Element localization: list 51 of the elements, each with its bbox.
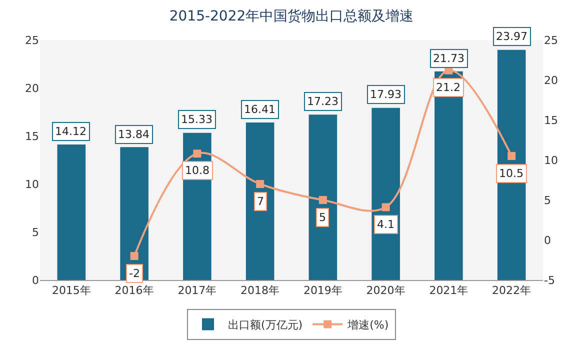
point: [256, 180, 264, 188]
y-tick-label: 5: [32, 226, 39, 239]
data-label: 17.93: [370, 88, 402, 101]
x-tick-label: 2022年: [492, 284, 532, 298]
x-tick-label: 2019年: [303, 284, 342, 298]
x-tick-label: 2017年: [178, 284, 217, 298]
bar: [246, 122, 274, 280]
data-label: 13.84: [118, 128, 150, 141]
bar: [434, 71, 463, 280]
point: [508, 152, 516, 160]
x-tick-label: 2015年: [52, 284, 91, 298]
y2-tick-label: 20: [544, 74, 558, 87]
x-tick-label: 2020年: [366, 284, 406, 298]
y2-tick-label: 25: [544, 34, 558, 47]
chart-title: 2015-2022年中国货物出口总额及增速: [169, 8, 414, 24]
y-tick-label: 15: [25, 130, 39, 143]
data-label: 21.2: [436, 81, 460, 94]
x-tick-label: 2018年: [240, 284, 280, 298]
data-label: 17.23: [307, 95, 338, 108]
y-tick-label: 25: [25, 34, 39, 47]
point: [382, 203, 390, 212]
y-tick-label: 0: [32, 274, 39, 287]
y2-tick-label: -5: [544, 274, 555, 287]
bar: [497, 50, 526, 280]
y-tick-label: 20: [25, 82, 39, 95]
y2-tick-label: 10: [544, 154, 558, 167]
y2-tick-label: 15: [544, 114, 558, 127]
y-tick-label: 10: [25, 178, 39, 191]
data-label: -2: [129, 267, 140, 280]
data-label: 14.12: [55, 125, 86, 138]
bar: [57, 144, 86, 280]
bar: [308, 114, 338, 280]
data-label: 4.1: [377, 218, 394, 231]
legend-label: 出口额(万亿元): [228, 318, 303, 332]
data-label: 10.8: [185, 164, 210, 177]
point: [130, 252, 138, 260]
data-label: 16.41: [244, 103, 276, 116]
point: [318, 196, 327, 204]
point: [193, 150, 202, 158]
data-label: 15.33: [181, 113, 212, 126]
legend-label: 增速(%): [346, 318, 389, 332]
data-label: 7: [257, 195, 264, 208]
data-label: 5: [319, 211, 326, 224]
data-label: 23.97: [496, 30, 528, 43]
y2-tick-label: 0: [544, 234, 551, 247]
x-tick-label: 2016年: [114, 284, 154, 298]
data-label: 10.5: [499, 167, 524, 180]
bar: [372, 108, 400, 280]
x-tick-label: 2021年: [429, 284, 468, 298]
data-label: 21.73: [433, 52, 464, 65]
y2-tick-label: 5: [544, 194, 551, 207]
